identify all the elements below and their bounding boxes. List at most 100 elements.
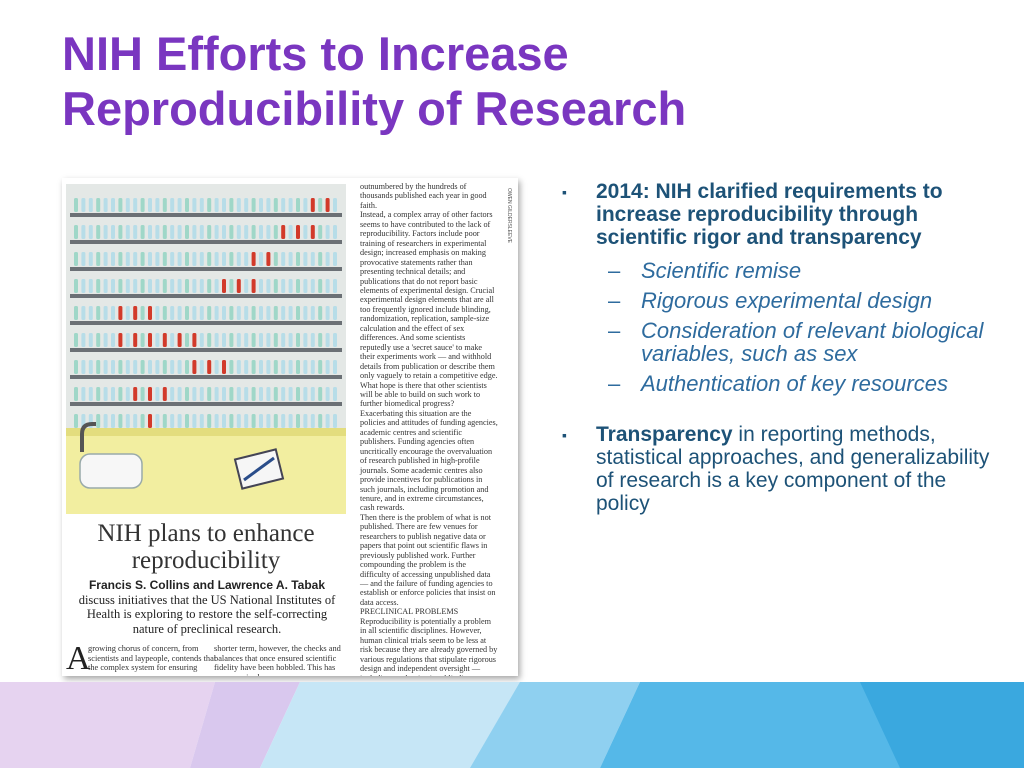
test-tube bbox=[133, 360, 138, 374]
test-tube bbox=[133, 279, 138, 293]
test-tube bbox=[140, 360, 145, 374]
test-tube bbox=[325, 414, 330, 428]
test-tube bbox=[103, 279, 108, 293]
test-tube bbox=[74, 306, 78, 320]
test-tube bbox=[325, 387, 330, 401]
test-tube bbox=[251, 198, 256, 212]
test-tube bbox=[118, 360, 123, 374]
test-tube bbox=[273, 387, 278, 401]
test-tube bbox=[222, 198, 226, 212]
test-tube bbox=[162, 252, 167, 266]
test-tube bbox=[244, 225, 249, 239]
test-tube bbox=[266, 198, 271, 212]
test-tube bbox=[155, 360, 160, 374]
test-tube bbox=[185, 333, 189, 347]
test-tube bbox=[88, 360, 93, 374]
test-tube bbox=[333, 198, 337, 212]
test-tube bbox=[103, 198, 108, 212]
test-tube bbox=[140, 387, 145, 401]
test-tube bbox=[133, 252, 138, 266]
square-bullet-icon: ▪ bbox=[562, 427, 567, 443]
test-tube bbox=[155, 279, 160, 293]
test-tube bbox=[81, 360, 86, 374]
test-tube bbox=[266, 306, 271, 320]
test-tube bbox=[148, 252, 152, 266]
test-tube bbox=[318, 252, 323, 266]
shelf bbox=[70, 267, 342, 271]
test-tube bbox=[244, 252, 249, 266]
dash-icon: – bbox=[608, 288, 621, 313]
sub-bullet-item: – Consideration of relevant biological va… bbox=[608, 319, 1002, 365]
test-tube bbox=[303, 333, 308, 347]
shelf bbox=[70, 375, 342, 379]
test-tube bbox=[170, 414, 175, 428]
test-tube bbox=[288, 306, 293, 320]
test-tube bbox=[222, 414, 226, 428]
test-tube bbox=[207, 414, 212, 428]
test-tube bbox=[333, 225, 337, 239]
test-tube bbox=[81, 333, 86, 347]
test-tube bbox=[296, 360, 300, 374]
test-tube bbox=[125, 333, 130, 347]
shelf bbox=[70, 240, 342, 244]
test-tube bbox=[162, 198, 167, 212]
test-tube bbox=[251, 360, 256, 374]
article-intro-2: shorter term, however, the checks and ba… bbox=[214, 644, 341, 676]
test-tube bbox=[273, 414, 278, 428]
test-tube bbox=[125, 360, 130, 374]
test-tube bbox=[170, 360, 175, 374]
test-tube bbox=[199, 360, 204, 374]
test-tube bbox=[244, 387, 249, 401]
test-tube bbox=[88, 198, 93, 212]
dash-icon: – bbox=[608, 371, 621, 396]
test-tube bbox=[236, 198, 241, 212]
test-tube bbox=[288, 360, 293, 374]
test-tube bbox=[333, 360, 337, 374]
shelf bbox=[70, 294, 342, 298]
test-tube bbox=[303, 279, 308, 293]
test-tube bbox=[296, 279, 300, 293]
test-tube bbox=[118, 306, 123, 320]
test-tube bbox=[177, 333, 182, 347]
shelf bbox=[70, 348, 342, 352]
test-tube bbox=[96, 279, 101, 293]
bullet-list: ▪ 2014: NIH clarified requirements to in… bbox=[562, 180, 1002, 515]
test-tube bbox=[273, 306, 278, 320]
test-tube bbox=[162, 333, 167, 347]
test-tube bbox=[288, 225, 293, 239]
test-tube bbox=[303, 360, 308, 374]
test-tube bbox=[266, 225, 271, 239]
test-tube bbox=[222, 306, 226, 320]
test-tube bbox=[170, 306, 175, 320]
test-tube bbox=[333, 306, 337, 320]
test-tube bbox=[103, 225, 108, 239]
test-tube bbox=[111, 225, 115, 239]
test-tube bbox=[118, 252, 123, 266]
test-tube bbox=[281, 333, 286, 347]
test-tube bbox=[259, 360, 263, 374]
test-tube bbox=[170, 252, 175, 266]
test-tube bbox=[318, 333, 323, 347]
test-tube bbox=[162, 279, 167, 293]
test-tube bbox=[177, 360, 182, 374]
test-tube bbox=[103, 387, 108, 401]
test-tube bbox=[148, 387, 152, 401]
test-tube bbox=[140, 252, 145, 266]
test-tube bbox=[229, 306, 234, 320]
test-tube bbox=[185, 198, 189, 212]
test-tube bbox=[177, 279, 182, 293]
test-tube bbox=[155, 198, 160, 212]
test-tube bbox=[288, 387, 293, 401]
test-tube bbox=[296, 225, 300, 239]
test-tube bbox=[333, 279, 337, 293]
test-tube bbox=[133, 225, 138, 239]
test-tube bbox=[133, 414, 138, 428]
test-tube bbox=[310, 387, 315, 401]
test-tube bbox=[185, 252, 189, 266]
test-tube bbox=[288, 414, 293, 428]
test-tube bbox=[207, 360, 212, 374]
test-tube bbox=[148, 360, 152, 374]
test-tube bbox=[222, 252, 226, 266]
test-tube bbox=[251, 279, 256, 293]
test-tube bbox=[81, 387, 86, 401]
